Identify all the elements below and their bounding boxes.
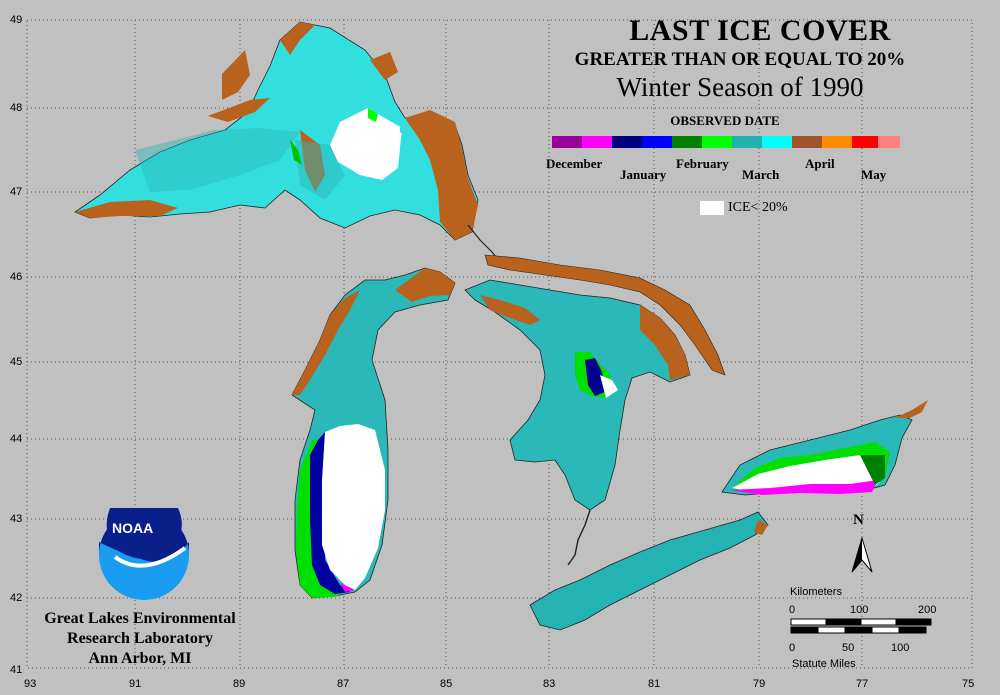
lat-label-46: 46 xyxy=(10,271,23,283)
lat-label-42: 42 xyxy=(10,592,23,604)
scale-bar xyxy=(790,618,932,634)
lat-label-45: 45 xyxy=(10,356,23,368)
lat-label-43: 43 xyxy=(10,513,23,525)
north-label: N xyxy=(853,512,864,528)
lon-label-77: 77 xyxy=(856,678,869,690)
scale-mi-label: Statute Miles xyxy=(792,658,856,670)
scale-mi-tick-0: 0 xyxy=(789,642,796,654)
lon-label-89: 89 xyxy=(233,678,246,690)
lat-label-49: 49 xyxy=(10,14,23,26)
legend-label-march: March xyxy=(742,167,780,182)
ice-below-swatch xyxy=(700,201,724,215)
lat-label-47: 47 xyxy=(10,186,23,198)
scale-mi-tick-100: 100 xyxy=(891,642,910,654)
season-title: Winter Season of 1990 xyxy=(616,72,864,102)
lake-huron xyxy=(464,279,691,511)
legend-label-may: May xyxy=(861,167,887,182)
lake-michigan xyxy=(291,267,456,599)
lon-label-85: 85 xyxy=(440,678,453,690)
lon-label-83: 83 xyxy=(543,678,556,690)
scale-mi-tick-50: 50 xyxy=(842,642,855,654)
credit-line-1: Great Lakes Environmental xyxy=(44,610,236,627)
map-frame xyxy=(26,19,973,669)
legend-label-january: January xyxy=(620,167,667,182)
map-title: LAST ICE COVER xyxy=(629,14,891,47)
lat-label-44: 44 xyxy=(10,433,23,445)
scale-km-label: Kilometers xyxy=(790,586,842,598)
legend-ice-below-label: ICE< 20% xyxy=(728,200,788,215)
lat-label-41: 41 xyxy=(10,664,23,676)
scale-km-tick-100: 100 xyxy=(850,604,869,616)
scale-km-tick-200: 200 xyxy=(918,604,937,616)
lon-label-93: 93 xyxy=(24,678,37,690)
lake-erie xyxy=(529,511,769,631)
lon-label-79: 79 xyxy=(753,678,766,690)
legend-colorbar xyxy=(552,136,900,148)
noaa-logo xyxy=(99,508,189,600)
lake-ontario xyxy=(721,400,928,496)
north-arrow-icon xyxy=(851,536,873,573)
legend-label-december: December xyxy=(546,156,603,171)
lon-label-81: 81 xyxy=(648,678,661,690)
lat-label-48: 48 xyxy=(10,102,23,114)
legend-label-april: April xyxy=(805,156,835,171)
legend-label-february: February xyxy=(676,156,729,171)
north-channel-shore xyxy=(484,254,726,376)
credit-block: Great Lakes Environmental Research Labor… xyxy=(30,609,250,669)
lake-superior xyxy=(74,21,479,241)
noaa-logo-text: NOAA xyxy=(112,520,154,536)
scale-km-tick-0: 0 xyxy=(789,604,796,616)
credit-line-3: Ann Arbor, MI xyxy=(88,650,192,667)
map-subtitle: GREATER THAN OR EQUAL TO 20% xyxy=(574,49,906,70)
legend-title: OBSERVED DATE xyxy=(670,113,780,128)
credit-line-2: Research Laboratory xyxy=(67,630,213,647)
lon-label-87: 87 xyxy=(337,678,350,690)
lon-label-91: 91 xyxy=(129,678,142,690)
lon-label-75: 75 xyxy=(962,678,975,690)
